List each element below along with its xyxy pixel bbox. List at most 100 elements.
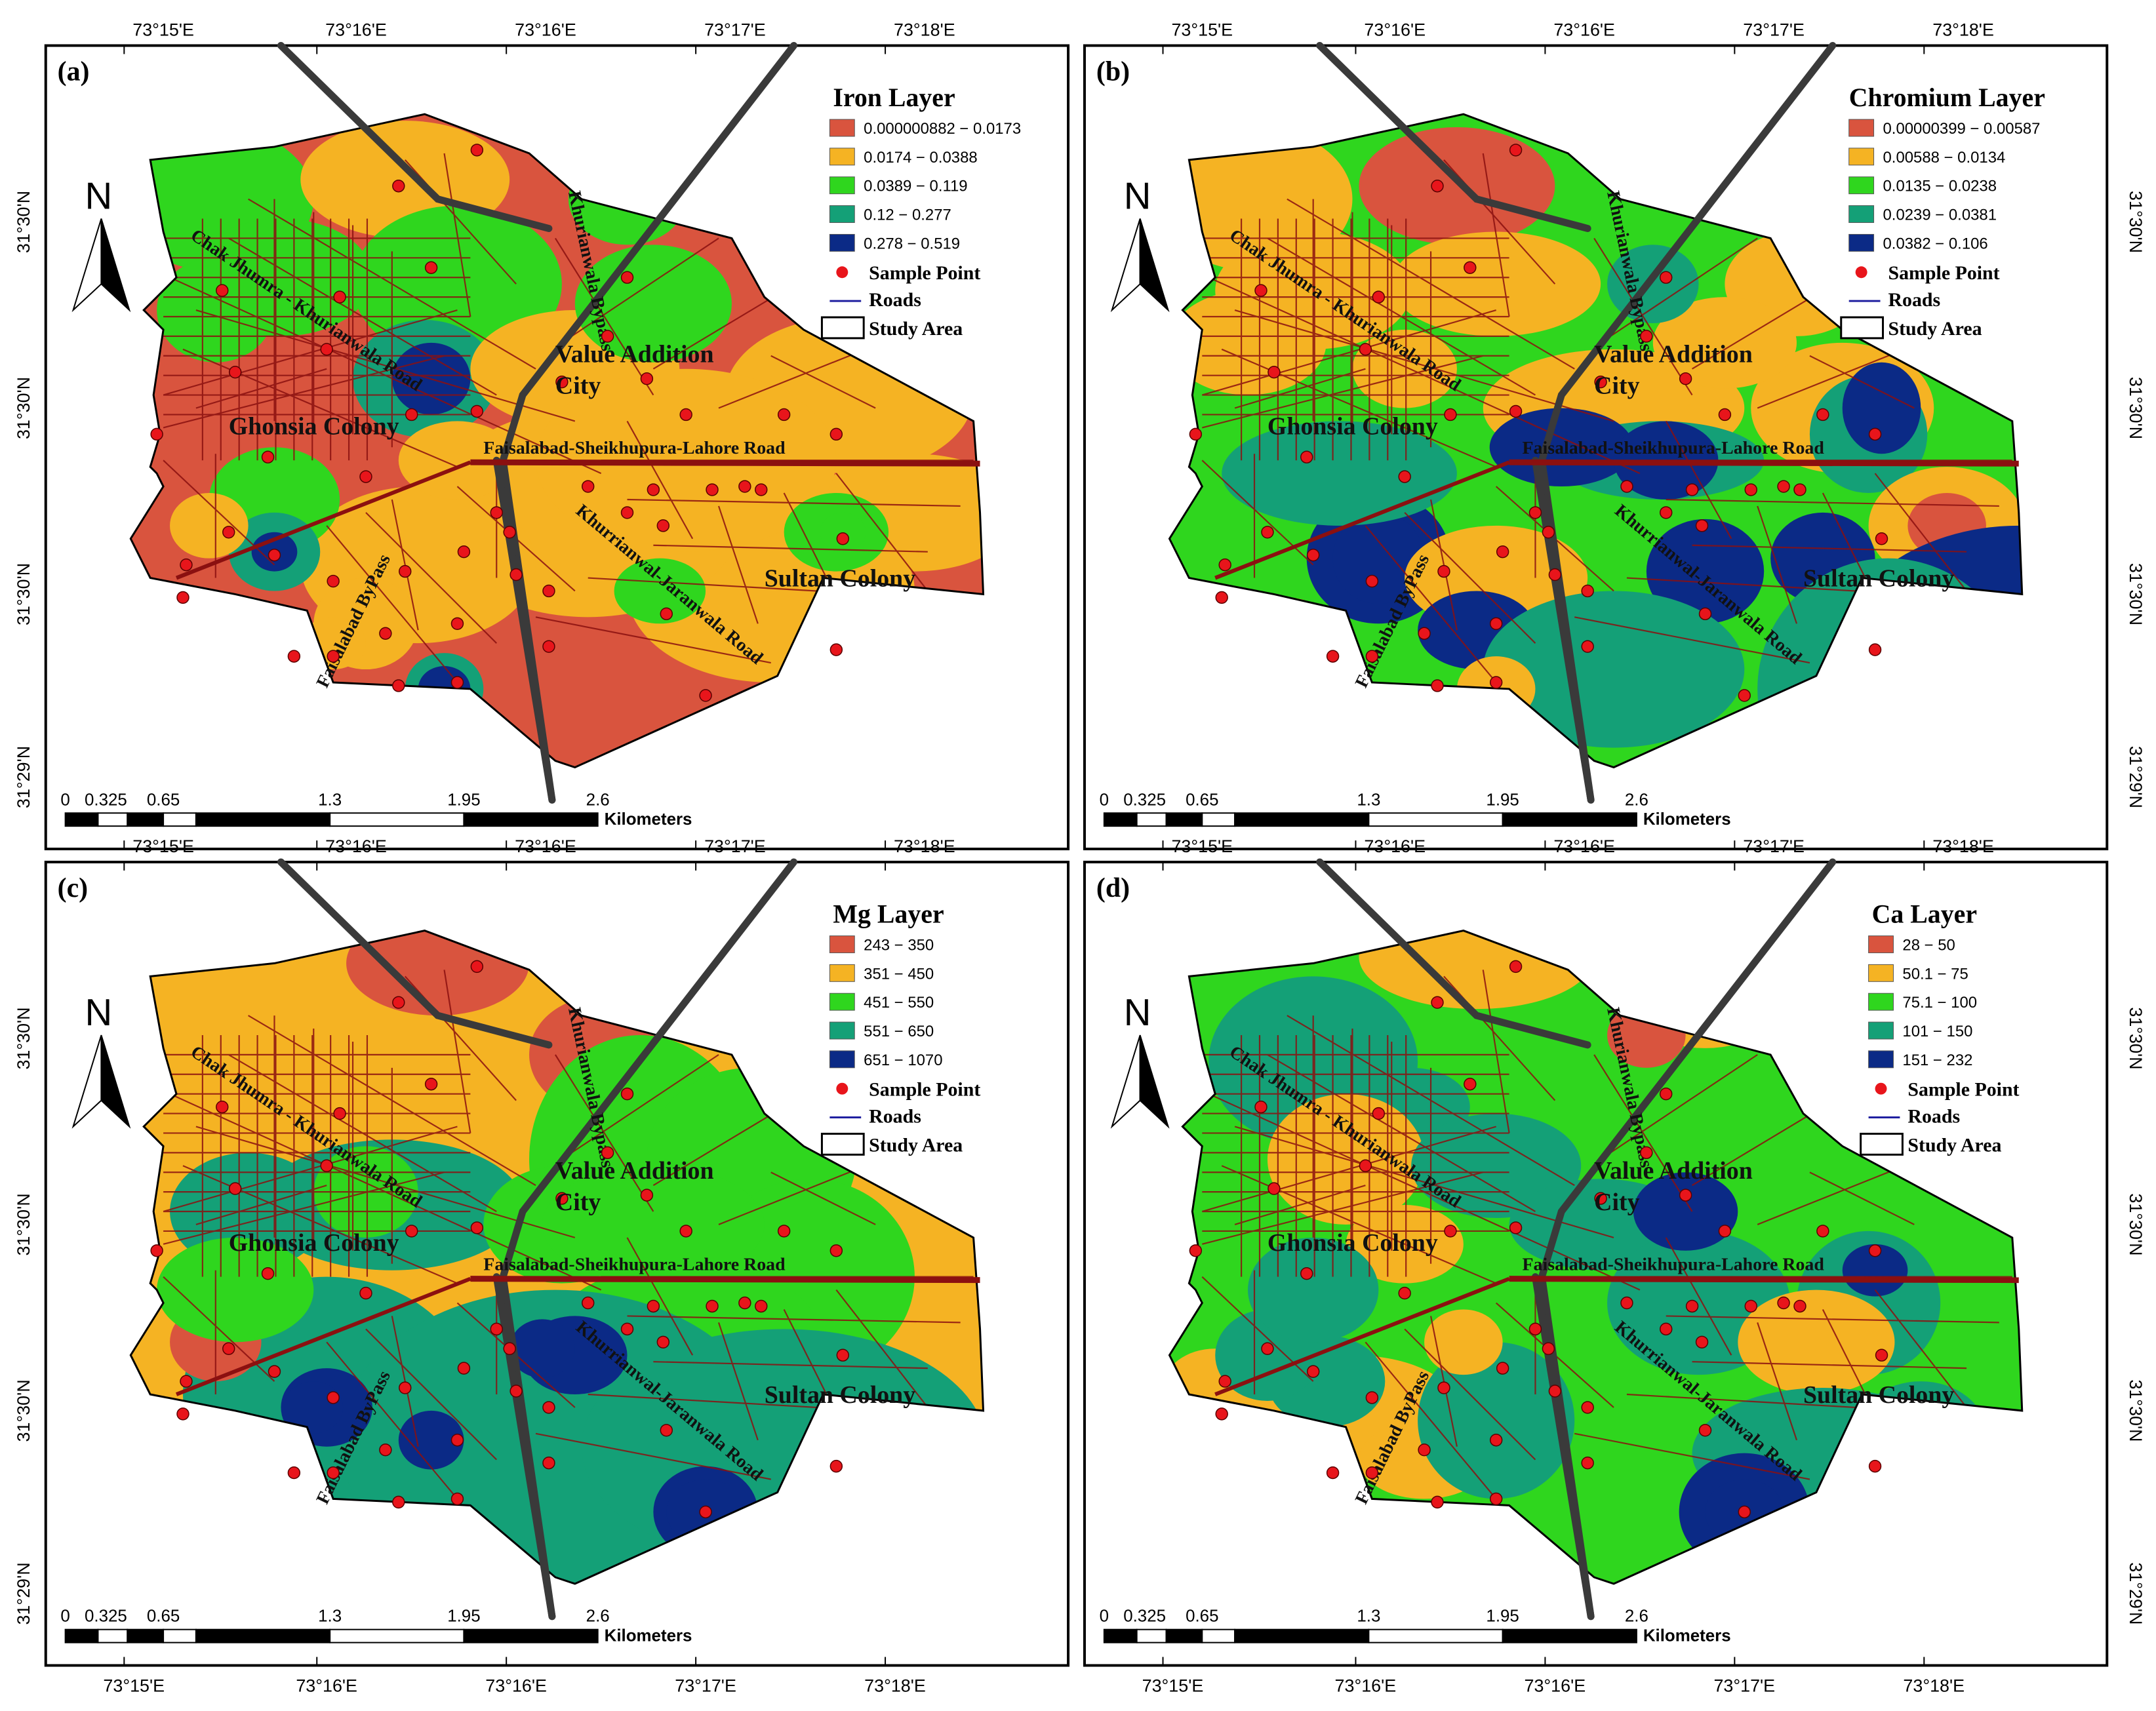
street (588, 1393, 817, 1409)
place-labels: Ghonsia Colony Value Addition City Sultan C… (1268, 341, 1954, 593)
top-longitude-label: 73°16'E (1553, 836, 1615, 856)
sample-point (1306, 1365, 1320, 1378)
sample-point (268, 1365, 281, 1378)
legend-roads-label: Roads (1907, 1106, 1960, 1128)
sample-point (1509, 144, 1523, 157)
street (163, 1171, 445, 1245)
street (1666, 498, 1999, 507)
street (653, 1361, 928, 1369)
bottom-longitude-label: 73°17'E (1713, 1676, 1775, 1695)
street (1593, 237, 1693, 396)
top-longitude-label: 73°16'E (325, 836, 387, 856)
city-label: City (555, 372, 601, 400)
sample-point (1372, 290, 1386, 304)
left-latitude-label: 31°29'N (14, 746, 33, 808)
right-latitude-label: 31°30'N (2126, 1193, 2146, 1255)
legend-study-area-symbol (1860, 1132, 1904, 1156)
north-letter: N (85, 992, 113, 1034)
legend: Ca Layer 28 − 50 50.1 − 75 75.1 − 100 101 − … (1860, 899, 2020, 1156)
street (195, 1126, 576, 1238)
legend-sample-symbol (1855, 266, 1867, 279)
khurianwala-bypass-highway (277, 858, 553, 1049)
street (1221, 1165, 1497, 1284)
street (1404, 512, 1536, 644)
scale-segment (64, 1628, 99, 1643)
sample-point (679, 1225, 692, 1238)
fsd-lahore-road (470, 459, 980, 467)
jaranwala-highway-south (492, 1273, 556, 1621)
street (1593, 1054, 1693, 1212)
scale-tick-label: 0.65 (147, 791, 180, 809)
sample-point (647, 483, 660, 496)
top-longitude-label: 73°16'E (515, 20, 576, 40)
sample-point (1594, 375, 1607, 389)
sample-point (1620, 1296, 1633, 1310)
street (652, 290, 785, 370)
sample-point (1418, 627, 1431, 640)
sample-point (582, 1296, 595, 1310)
fsd-bypass-road (1214, 460, 1510, 580)
legend-sample-symbol (836, 266, 848, 279)
local-roads (1201, 153, 2012, 683)
sample-point (1685, 483, 1699, 496)
scale-segment (329, 812, 465, 827)
left-latitude-label: 31°30'N (14, 1379, 33, 1442)
scale-tick-label: 0.325 (1123, 1607, 1166, 1626)
street (1666, 1315, 1999, 1324)
legend-swatch (829, 233, 855, 252)
highways (1316, 858, 1837, 1621)
street (1874, 473, 1967, 592)
scale-segment (1201, 812, 1236, 827)
sample-point (755, 483, 768, 496)
sample-point (1268, 365, 1281, 379)
legend-study-area-symbol (1840, 316, 1885, 340)
top-longitude-label: 73°15'E (1171, 20, 1233, 40)
sample-point (1509, 1221, 1523, 1234)
sample-point (261, 1267, 275, 1280)
street (391, 1316, 419, 1447)
sample-point (829, 427, 843, 441)
sample-point (755, 1299, 768, 1313)
legend-swatch (829, 119, 855, 137)
sample-point (327, 1391, 340, 1404)
sample-point (1300, 450, 1313, 463)
north-arrow-right (100, 1034, 131, 1129)
left-latitude-label: 31°30'N (14, 191, 33, 253)
concentration-zone (157, 1237, 314, 1343)
jaranwala-highway-south (1531, 1273, 1595, 1621)
sample-points (150, 144, 850, 702)
sample-point (180, 558, 193, 572)
sample-points (1189, 960, 1888, 1519)
right-latitude-label: 31°30'N (2126, 1379, 2146, 1442)
sample-point (601, 1146, 614, 1160)
sample-point (228, 1182, 242, 1195)
sample-point (777, 408, 791, 422)
street (1665, 1237, 1732, 1356)
street (588, 577, 817, 592)
sample-point (555, 1192, 569, 1205)
scale-segment (1136, 812, 1167, 827)
sample-point (1816, 1225, 1829, 1238)
scale-tick-label: 0.65 (1186, 791, 1218, 809)
sample-point (216, 284, 229, 297)
sample-point (1431, 180, 1444, 193)
concentration-zone (398, 1410, 464, 1470)
legend-sample-label: Sample Point (1907, 1079, 2019, 1101)
sample-point (640, 372, 654, 385)
sample-point (327, 1466, 340, 1480)
sample-point (327, 574, 340, 588)
scale-tick-label: 1.3 (318, 791, 342, 809)
scale-segment (127, 1628, 165, 1643)
street (1757, 505, 1798, 624)
sample-point (542, 584, 555, 598)
sample-point (706, 1299, 719, 1313)
street (561, 1053, 719, 1160)
sample-point (216, 1100, 229, 1114)
street (326, 525, 458, 683)
street (1404, 1328, 1536, 1461)
sample-point (333, 1107, 346, 1120)
scale-segment (1234, 812, 1370, 827)
sample-point (1215, 591, 1228, 604)
sample-point (1431, 996, 1444, 1009)
